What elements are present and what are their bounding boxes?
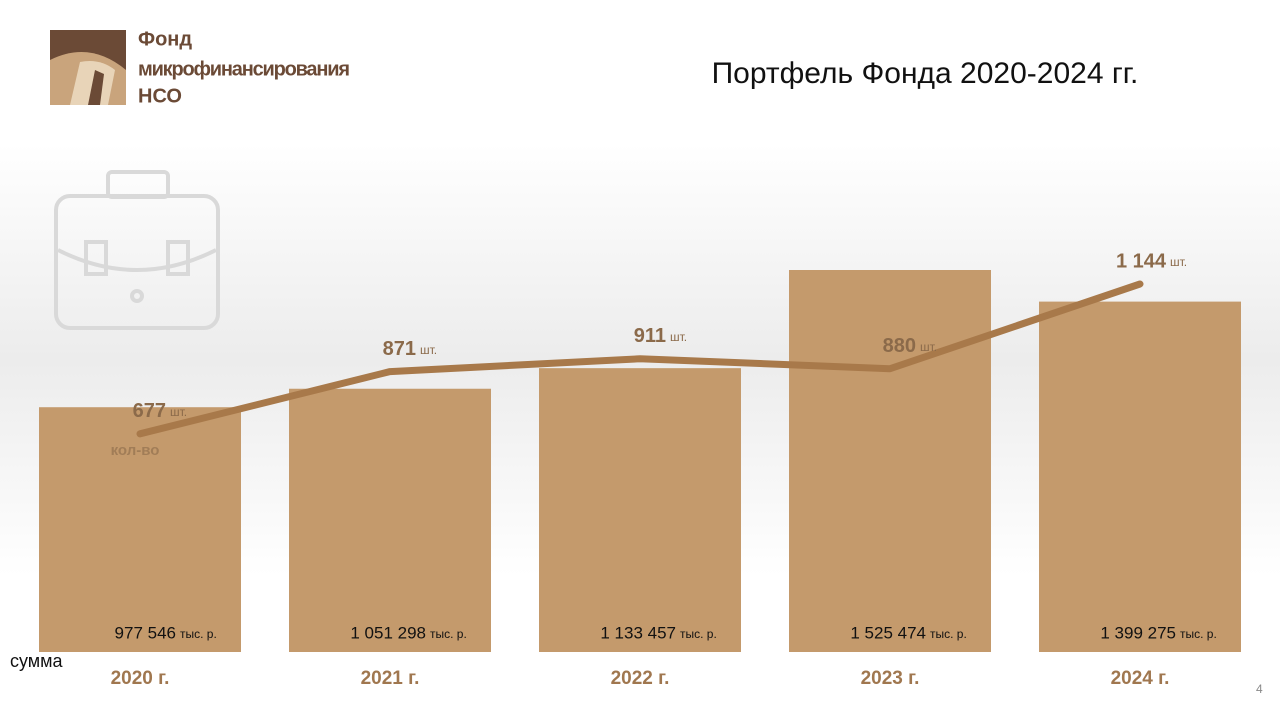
bar [289, 388, 491, 652]
line-unit-label: шт. [420, 343, 437, 357]
logo-text: НСО [138, 85, 182, 107]
line-value-label: 880 [883, 335, 916, 357]
x-tick-label: 2021 г. [361, 668, 420, 689]
plot: 977 546 тыс. р. 1 051 298 тыс. р. 1 133 457 т… [10, 250, 1241, 689]
bar-unit-label: тыс. р. [1180, 627, 1217, 641]
bar [539, 368, 741, 652]
bar [39, 407, 241, 652]
bar-value-label: 1 399 275 [1100, 623, 1176, 642]
series-name: кол-во [111, 442, 160, 459]
line-unit-label: шт. [1170, 255, 1187, 269]
line-value-label: 1 144 [1116, 250, 1167, 272]
bar [789, 270, 991, 652]
x-tick-label: 2024 г. [1111, 668, 1170, 689]
line-value-label: 911 [634, 325, 666, 347]
logo-text: микрофинансирования [138, 58, 350, 80]
series-name: сумма [10, 651, 64, 671]
bar [1039, 301, 1241, 652]
bar-value-label: 1 525 474 [850, 623, 926, 642]
line-unit-label: шт. [170, 405, 187, 419]
line [136, 280, 1144, 438]
line-value-label: 677 [133, 400, 166, 422]
x-tick-label: 2023 г. [861, 668, 920, 689]
bar-value-label: 1 051 298 [350, 623, 426, 642]
line-value-label: 871 [383, 338, 416, 360]
bar-value-label: 1 133 457 [600, 623, 676, 642]
line-unit-label: шт. [920, 340, 937, 354]
bar-unit-label: тыс. р. [180, 627, 217, 641]
x-tick-label: 2020 г. [111, 668, 170, 689]
bar-unit-label: тыс. р. [680, 627, 717, 641]
briefcase-icon [54, 170, 220, 330]
page-number: 4 [1256, 682, 1263, 696]
logo-mark [50, 30, 126, 105]
x-tick-label: 2022 г. [611, 668, 670, 689]
chart-title: Портфель Фонда 2020-2024 гг. [712, 57, 1139, 90]
bar-value-label: 977 546 [115, 623, 176, 642]
logo-text: Фонд [138, 28, 192, 50]
bar-unit-label: тыс. р. [930, 627, 967, 641]
line-unit-label: шт. [670, 330, 687, 344]
bar-unit-label: тыс. р. [430, 627, 467, 641]
